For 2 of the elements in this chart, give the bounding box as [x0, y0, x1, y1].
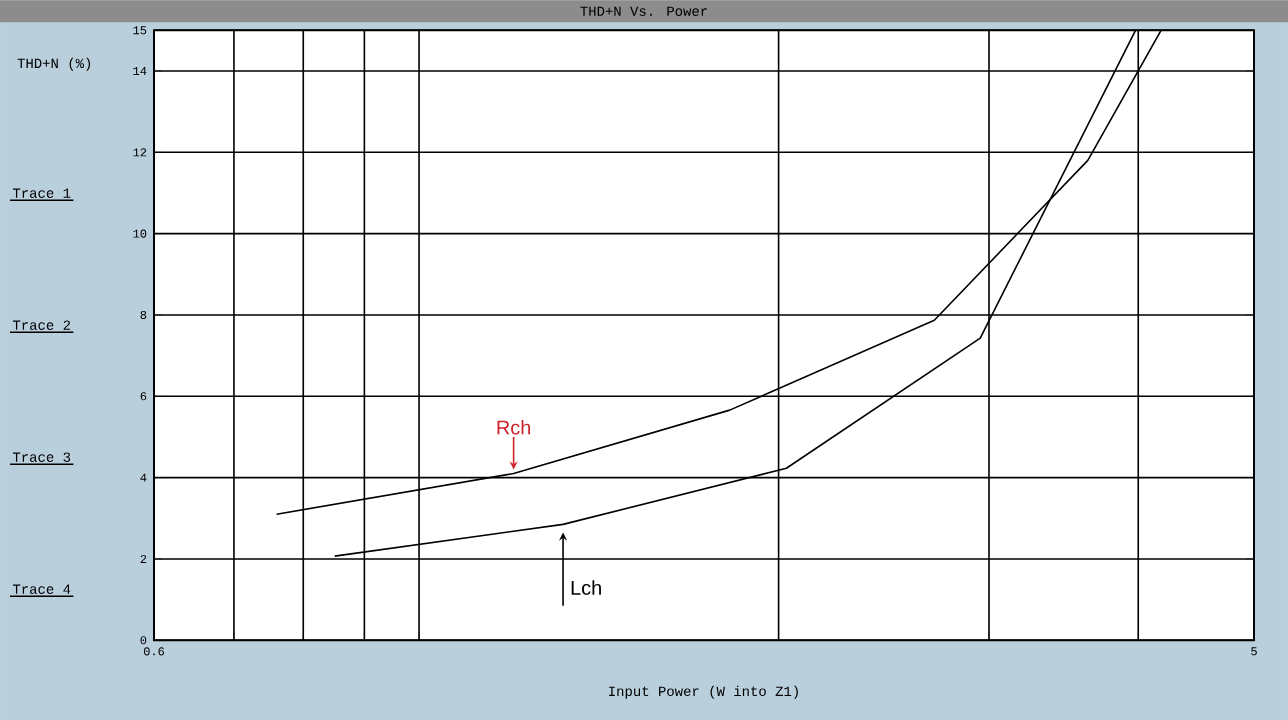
text: Lch: [571, 580, 601, 595]
series-label: Rch: [497, 419, 531, 435]
